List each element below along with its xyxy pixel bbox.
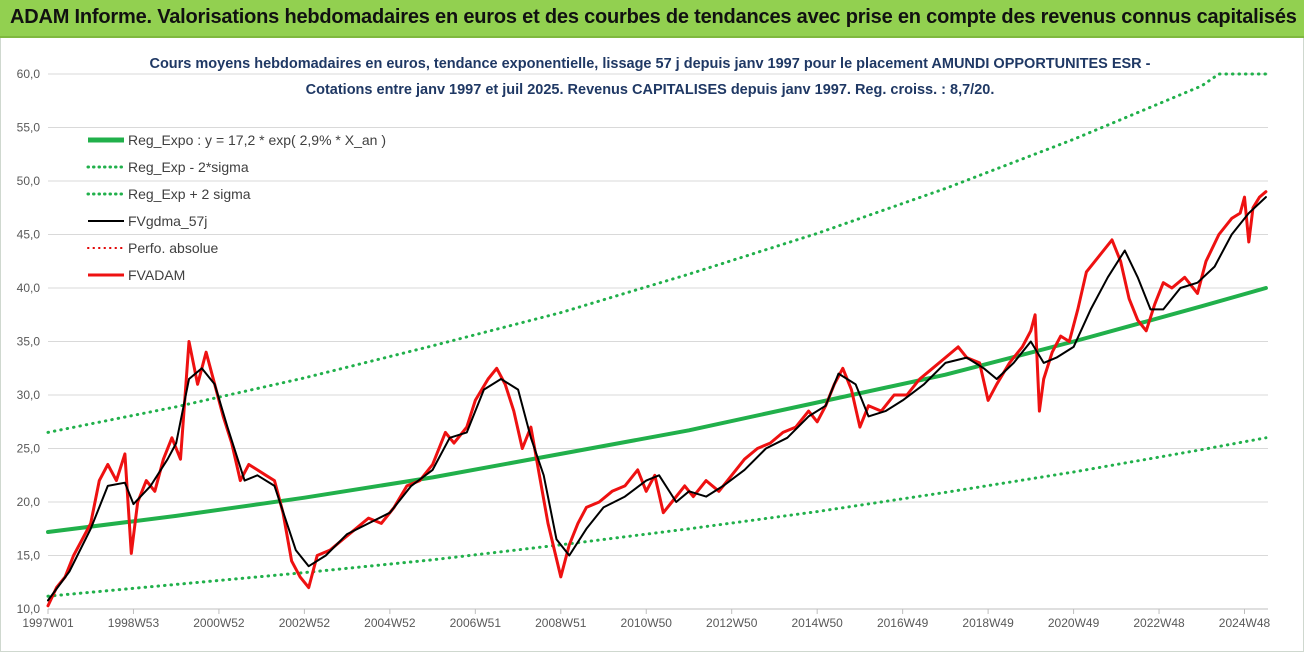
- x-tick-label: 2008W51: [535, 616, 587, 630]
- y-tick-label: 40,0: [17, 281, 41, 295]
- series-line-3: [47, 196, 1267, 602]
- x-tick-label: 2020W49: [1048, 616, 1100, 630]
- legend-label: Reg_Exp - 2*sigma: [128, 159, 249, 175]
- legend-label: FVgdma_57j: [128, 213, 207, 229]
- series-line-0: [46, 286, 1268, 534]
- x-axis: 1997W01 1998W53 2000W52 2002W52 2004W52 2006W…: [22, 608, 1271, 630]
- series-layer: [46, 72, 1268, 608]
- chart-title-line-1: Cours moyens hebdomadaires en euros, ten…: [149, 56, 1150, 72]
- series-line-2: [46, 72, 1268, 434]
- report-banner: ADAM Informe. Valorisations hebdomadaire…: [0, 0, 1304, 38]
- x-tick-label: 2006W51: [450, 616, 502, 630]
- report-title: ADAM Informe. Valorisations hebdomadaire…: [10, 6, 1297, 28]
- x-tick-label: 2004W52: [364, 616, 416, 630]
- y-tick-label: 20,0: [17, 495, 41, 509]
- y-tick-label: 30,0: [17, 388, 41, 402]
- y-tick-label: 50,0: [17, 174, 41, 188]
- x-tick-label: 1997W01: [22, 616, 74, 630]
- chart-title-line-2: Cotations entre janv 1997 et juil 2025. …: [306, 82, 995, 98]
- chart-title: Cours moyens hebdomadaires en euros, ten…: [149, 56, 1150, 98]
- x-tick-label: 2002W52: [279, 616, 331, 630]
- legend: Reg_Expo : y = 17,2 * exp( 2,9% * X_an )…: [86, 132, 386, 283]
- y-tick-label: 25,0: [17, 442, 41, 456]
- legend-label: FVADAM: [128, 267, 185, 283]
- x-tick-label: 2000W52: [193, 616, 245, 630]
- y-tick-label: 45,0: [17, 228, 41, 242]
- x-tick-label: 2022W48: [1133, 616, 1185, 630]
- line-chart: 10,0 15,0 20,0 25,0 30,0 35,0 40,0 45,0 50,0 55,0…: [17, 56, 1271, 630]
- legend-label: Reg_Expo : y = 17,2 * exp( 2,9% * X_an ): [128, 132, 386, 148]
- series-line-5: [46, 190, 1268, 608]
- y-tick-label: 10,0: [17, 602, 41, 616]
- x-tick-label: 2018W49: [962, 616, 1014, 630]
- legend-label: Reg_Exp + 2 sigma: [128, 186, 251, 202]
- series-line-1: [46, 436, 1268, 598]
- x-tick-label: 2012W50: [706, 616, 758, 630]
- x-tick-label: 1998W53: [108, 616, 160, 630]
- x-tick-label: 2010W50: [621, 616, 673, 630]
- y-tick-label: 55,0: [17, 121, 41, 135]
- y-axis: 10,0 15,0 20,0 25,0 30,0 35,0 40,0 45,0 50,0 55,0…: [17, 67, 41, 616]
- x-tick-label: 2014W50: [791, 616, 843, 630]
- y-tick-label: 60,0: [17, 67, 41, 81]
- y-tick-label: 15,0: [17, 549, 41, 563]
- x-tick-label: 2024W48: [1219, 616, 1271, 630]
- grid-lines: [48, 73, 1268, 610]
- x-tick-label: 2016W49: [877, 616, 929, 630]
- legend-label: Perfo. absolue: [128, 240, 218, 256]
- y-tick-label: 35,0: [17, 335, 41, 349]
